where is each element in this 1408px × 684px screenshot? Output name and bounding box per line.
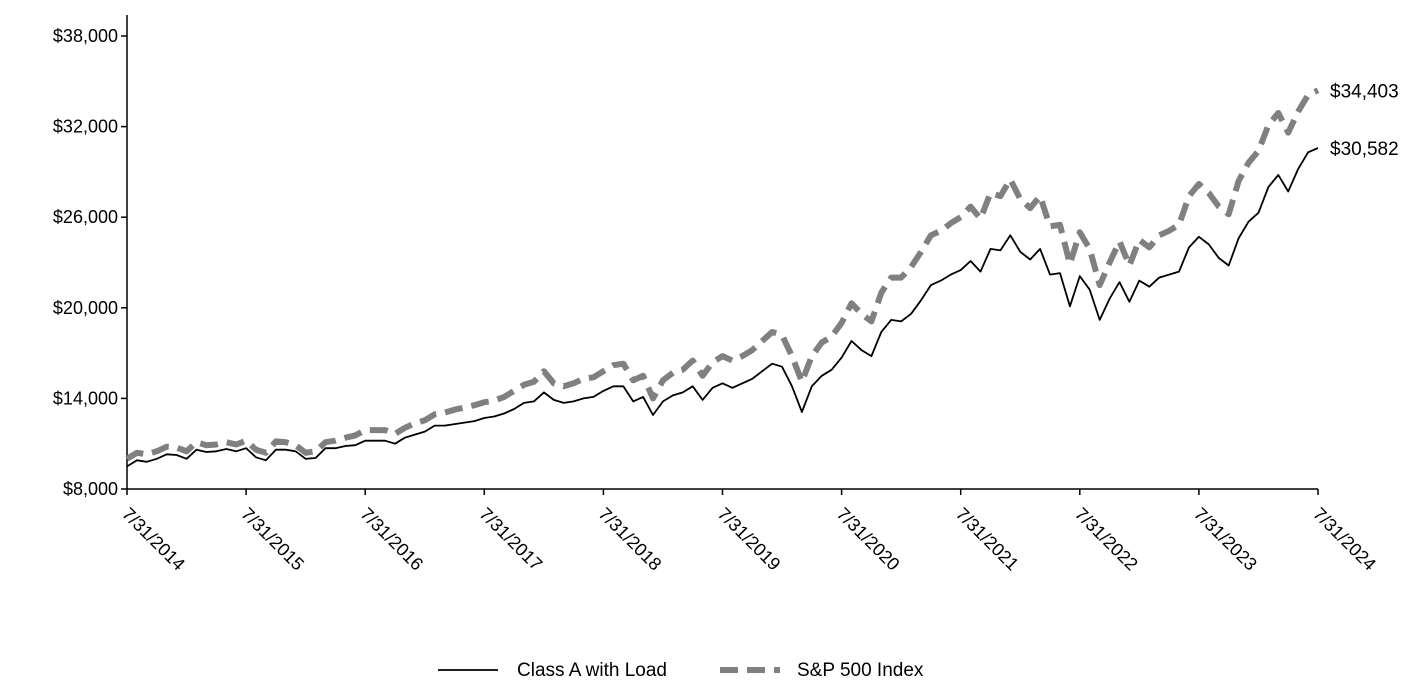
axes xyxy=(126,15,1318,490)
y-tick-label: $26,000 xyxy=(53,207,118,227)
x-tick-label: 7/31/2020 xyxy=(833,504,904,575)
y-tick-label: $32,000 xyxy=(53,117,118,137)
x-tick-label: 7/31/2015 xyxy=(237,504,308,575)
end-labels: $34,403 $30,582 xyxy=(1330,81,1399,160)
x-tick-label: 7/31/2014 xyxy=(118,504,189,575)
legend-label-sp500: S&P 500 Index xyxy=(797,660,924,681)
x-tick-label: 7/31/2024 xyxy=(1309,504,1380,575)
x-tick-label: 7/31/2021 xyxy=(952,504,1023,575)
x-tick-label: 7/31/2016 xyxy=(356,504,427,575)
x-tick-label: 7/31/2017 xyxy=(475,504,546,575)
y-axis-ticks: $8,000 $14,000 $20,000 $26,000 $32,000 $38,00… xyxy=(53,26,127,499)
x-tick-label: 7/31/2019 xyxy=(714,504,785,575)
y-tick-label: $38,000 xyxy=(53,26,118,46)
x-tick-label: 7/31/2023 xyxy=(1190,504,1261,575)
x-tick-label: 7/31/2022 xyxy=(1071,504,1142,575)
y-tick-label: $8,000 xyxy=(63,479,118,499)
y-tick-label: $14,000 xyxy=(53,388,118,408)
series-layer xyxy=(125,87,1320,468)
series-line-class-a-with-load xyxy=(126,147,1319,468)
legend: Class A with Load S&P 500 Index xyxy=(438,660,924,681)
end-value-label: $34,403 xyxy=(1330,81,1399,102)
x-tick-label: 7/31/2018 xyxy=(595,504,666,575)
x-axis-ticks: 7/31/2014 7/31/2015 7/31/2016 7/31/2017 7/31… xyxy=(118,489,1380,574)
y-tick-label: $20,000 xyxy=(53,298,118,318)
series-line-sp500-index xyxy=(125,87,1320,462)
end-value-label: $30,582 xyxy=(1330,139,1399,160)
legend-label-class-a: Class A with Load xyxy=(517,660,667,681)
